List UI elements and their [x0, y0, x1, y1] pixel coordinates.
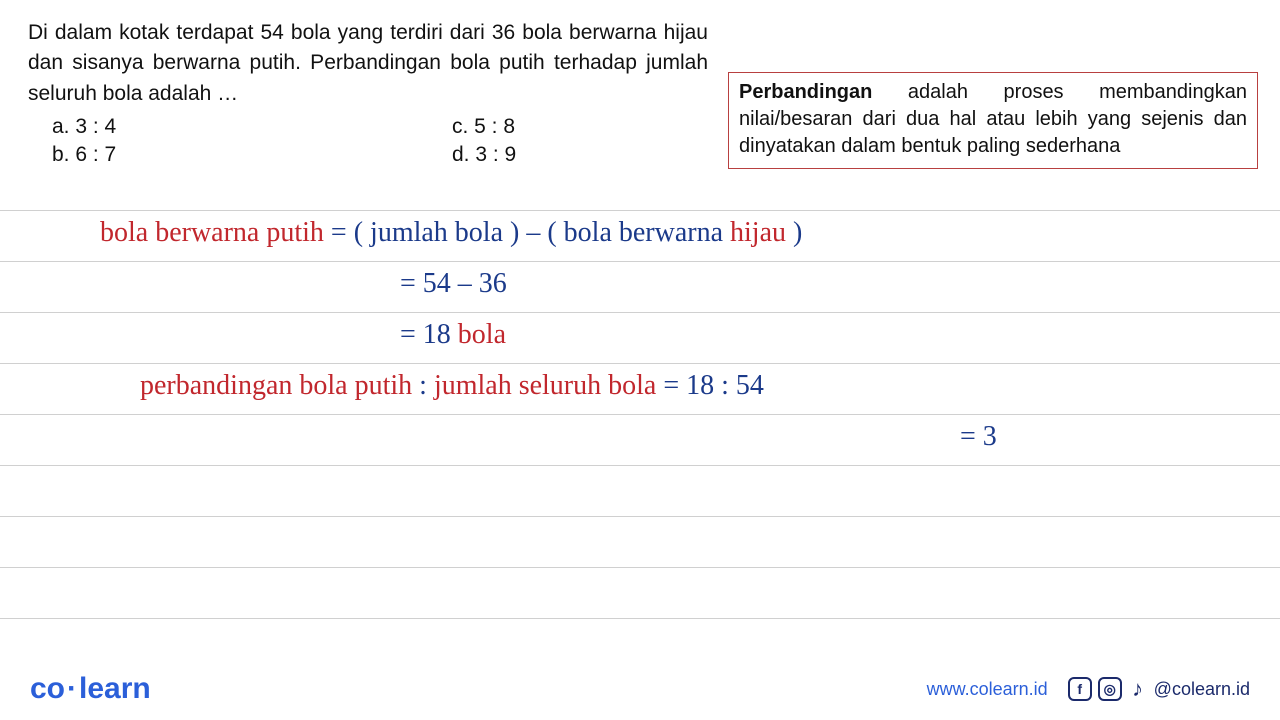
option-c: c. 5 : 8 [452, 115, 752, 139]
work-row-2: = 54 – 36 [0, 262, 1280, 312]
options-column-right: c. 5 : 8 d. 3 : 9 [452, 115, 752, 167]
footer: co·learn www.colearn.id f ◎ ♪ @colearn.i… [0, 658, 1280, 720]
footer-url: www.colearn.id [927, 679, 1048, 700]
hw-text: = 18 : 54 [656, 370, 764, 401]
logo-co: co [30, 672, 65, 705]
work-line-5: = 3 [960, 421, 1280, 453]
hw-text: jumlah seluruh bola [434, 370, 656, 401]
hw-text: : [412, 370, 434, 401]
tiktok-icon: ♪ [1128, 677, 1148, 701]
footer-right: www.colearn.id f ◎ ♪ @colearn.id [927, 677, 1250, 701]
social-group: f ◎ ♪ @colearn.id [1068, 677, 1250, 701]
work-line-2: = 54 – 36 [400, 268, 1280, 300]
logo-dot: · [65, 672, 79, 705]
question-area: Di dalam kotak terdapat 54 bola yang ter… [0, 0, 1280, 167]
hw-text: perbandingan bola putih [140, 370, 412, 401]
hw-text: = 18 [400, 319, 451, 350]
options-column-left: a. 3 : 4 b. 6 : 7 [52, 115, 452, 167]
brand-logo: co·learn [30, 672, 151, 706]
hw-text: bola [451, 319, 506, 350]
instagram-icon: ◎ [1098, 677, 1122, 701]
work-row-1: bola berwarna putih = ( jumlah bola ) – … [0, 211, 1280, 261]
logo-learn: learn [79, 672, 151, 705]
facebook-icon: f [1068, 677, 1092, 701]
work-row-5: = 3 [0, 415, 1280, 465]
hw-text: bola berwarna putih [100, 217, 331, 248]
work-row-empty [0, 466, 1280, 516]
work-row-3: = 18 bola [0, 313, 1280, 363]
definition-title: Perbandingan [739, 81, 872, 103]
option-a: a. 3 : 4 [52, 115, 452, 139]
work-row-empty [0, 517, 1280, 567]
question-text: Di dalam kotak terdapat 54 bola yang ter… [28, 18, 708, 109]
work-line-1: bola berwarna putih = ( jumlah bola ) – … [100, 217, 1280, 249]
hw-text: hijau [730, 217, 786, 248]
hw-text: ) [786, 217, 802, 248]
social-handle: @colearn.id [1154, 679, 1250, 700]
hw-text: = ( jumlah bola ) – ( bola berwarna [331, 217, 730, 248]
worksheet-area: bola berwarna putih = ( jumlah bola ) – … [0, 210, 1280, 619]
work-line-3: = 18 bola [400, 319, 1280, 351]
work-line-4: perbandingan bola putih : jumlah seluruh… [140, 370, 1280, 402]
definition-box: Perbandingan adalah proses membandingkan… [728, 72, 1258, 169]
work-row-empty [0, 568, 1280, 618]
page: Di dalam kotak terdapat 54 bola yang ter… [0, 0, 1280, 720]
option-b: b. 6 : 7 [52, 143, 452, 167]
work-row-4: perbandingan bola putih : jumlah seluruh… [0, 364, 1280, 414]
option-d: d. 3 : 9 [452, 143, 752, 167]
rule-line [0, 618, 1280, 619]
